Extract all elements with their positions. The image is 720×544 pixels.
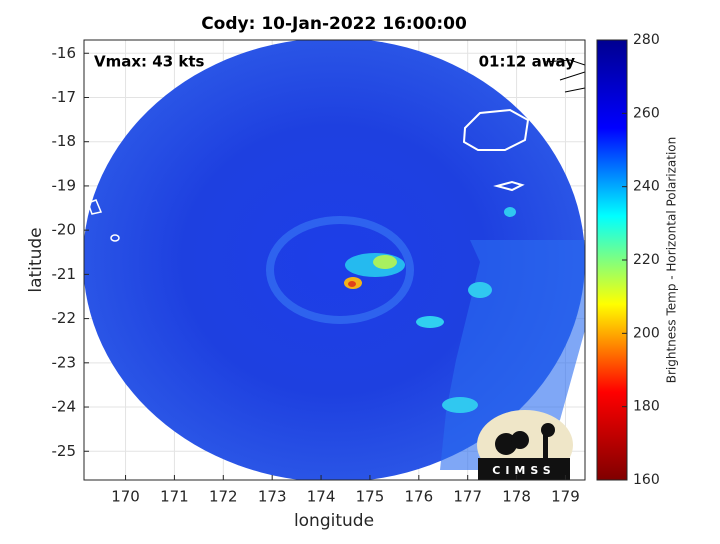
- axes-box: [83, 39, 586, 481]
- x-tick-label: 175: [356, 488, 385, 506]
- warm-spot: [468, 282, 492, 298]
- annotation: Vmax: 43 kts: [94, 53, 204, 71]
- y-tick-label: -25: [52, 442, 77, 460]
- y-tick-label: -24: [52, 398, 77, 416]
- x-tick-label: 178: [502, 488, 531, 506]
- coastline: [462, 108, 530, 151]
- y-tick-label: -22: [52, 309, 77, 327]
- warm-spot: [416, 316, 444, 328]
- logo-text: CIMSS: [492, 464, 555, 477]
- eyewall: [266, 216, 414, 324]
- y-tick-label: -21: [52, 265, 77, 283]
- colorbar-tick-label: 260: [633, 105, 660, 121]
- coastline: [493, 180, 525, 192]
- y-tick-label: -20: [52, 221, 77, 239]
- y-tick-label: -18: [52, 132, 77, 150]
- colorbar-label: Brightness Temp - Horizontal Polarizatio…: [665, 137, 679, 384]
- colorbar-tick-label: 160: [633, 472, 660, 488]
- x-tick-label: 171: [160, 488, 189, 506]
- warm-spot: [504, 207, 516, 217]
- colorbar-tick-label: 280: [633, 32, 660, 48]
- colorbar-tick-label: 200: [633, 325, 660, 341]
- logo: CIMSS: [477, 410, 573, 480]
- y-tick-label: -16: [52, 44, 77, 62]
- x-tick-label: 172: [209, 488, 238, 506]
- coastline: [110, 234, 120, 242]
- coastline: [544, 59, 585, 93]
- colorbar-tick-label: 240: [633, 179, 660, 195]
- warm-spot: [348, 281, 356, 287]
- x-tick-label: 177: [453, 488, 482, 506]
- annotation: 01:12 away: [479, 53, 576, 71]
- y-axis-label: latitude: [26, 227, 46, 292]
- colorbar-tick-label: 180: [633, 399, 660, 415]
- x-tick-label: 173: [258, 488, 287, 506]
- x-tick-label: 170: [111, 488, 140, 506]
- x-axis-label: longitude: [294, 511, 374, 531]
- coastline: [87, 199, 103, 215]
- y-tick-label: -17: [52, 88, 77, 106]
- x-tick-label: 174: [307, 488, 336, 506]
- y-tick-label: -19: [52, 176, 77, 194]
- colorbar-tick-label: 220: [633, 252, 660, 268]
- warm-spot: [442, 397, 478, 413]
- y-tick-label: -23: [52, 353, 77, 371]
- image-layer: [84, 40, 585, 480]
- x-tick-label: 176: [404, 488, 433, 506]
- warm-spot: [373, 255, 397, 269]
- x-tick-label: 179: [551, 488, 580, 506]
- chart-title: Cody: 10-Jan-2022 16:00:00: [201, 14, 467, 34]
